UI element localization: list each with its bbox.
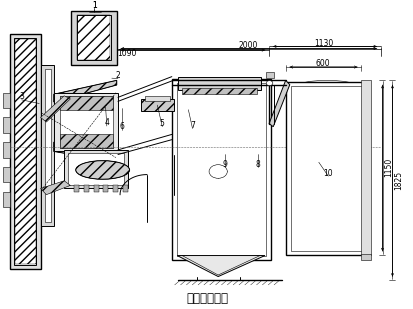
- Circle shape: [266, 81, 272, 86]
- Polygon shape: [40, 96, 70, 122]
- Text: 2000: 2000: [238, 41, 257, 50]
- Text: 1: 1: [92, 1, 97, 10]
- Bar: [74, 185, 78, 192]
- Polygon shape: [268, 80, 289, 127]
- Bar: [15, 39, 36, 264]
- Text: 6: 6: [119, 122, 124, 131]
- Text: 3: 3: [19, 92, 24, 101]
- Bar: [68, 153, 124, 185]
- Bar: [93, 185, 98, 192]
- Bar: [145, 96, 169, 101]
- Bar: [178, 77, 260, 90]
- Bar: [361, 254, 370, 260]
- Bar: [171, 79, 271, 260]
- Bar: [140, 99, 173, 111]
- Bar: [3, 192, 10, 207]
- Text: 2: 2: [115, 71, 120, 80]
- Text: 边缘传动卸料: 边缘传动卸料: [185, 292, 228, 305]
- Polygon shape: [54, 142, 116, 162]
- Bar: [40, 65, 54, 226]
- Bar: [3, 142, 10, 158]
- Bar: [45, 69, 51, 222]
- Polygon shape: [54, 80, 116, 102]
- Polygon shape: [40, 181, 70, 195]
- Text: 8: 8: [255, 160, 260, 169]
- Bar: [113, 185, 118, 192]
- Text: 9: 9: [222, 160, 227, 169]
- Bar: [3, 117, 10, 133]
- Ellipse shape: [76, 161, 129, 179]
- Bar: [361, 80, 370, 255]
- Bar: [77, 15, 110, 60]
- Text: 1825: 1825: [394, 171, 403, 190]
- Bar: [290, 86, 363, 251]
- Bar: [10, 34, 40, 269]
- Bar: [3, 93, 10, 108]
- Bar: [71, 11, 116, 65]
- Bar: [83, 185, 88, 192]
- Bar: [103, 185, 108, 192]
- Text: 5: 5: [159, 119, 164, 128]
- Bar: [60, 134, 112, 148]
- Text: 4: 4: [104, 118, 109, 128]
- Bar: [182, 88, 256, 94]
- Bar: [177, 83, 265, 256]
- Text: 600: 600: [315, 59, 330, 68]
- Bar: [60, 96, 112, 110]
- Text: 1150: 1150: [384, 158, 393, 177]
- Bar: [3, 167, 10, 182]
- Bar: [285, 82, 368, 255]
- Text: 1090: 1090: [116, 49, 136, 58]
- Circle shape: [209, 165, 227, 178]
- Text: 7: 7: [190, 121, 195, 130]
- Bar: [76, 15, 110, 60]
- Bar: [14, 38, 36, 265]
- Bar: [123, 185, 128, 192]
- Bar: [54, 93, 118, 151]
- Bar: [64, 150, 128, 188]
- Polygon shape: [363, 82, 368, 145]
- Text: 10: 10: [323, 168, 332, 178]
- Text: 1130: 1130: [314, 39, 333, 48]
- Polygon shape: [177, 256, 264, 277]
- Bar: [60, 96, 112, 148]
- Text: 1: 1: [92, 1, 97, 10]
- Bar: [266, 72, 273, 78]
